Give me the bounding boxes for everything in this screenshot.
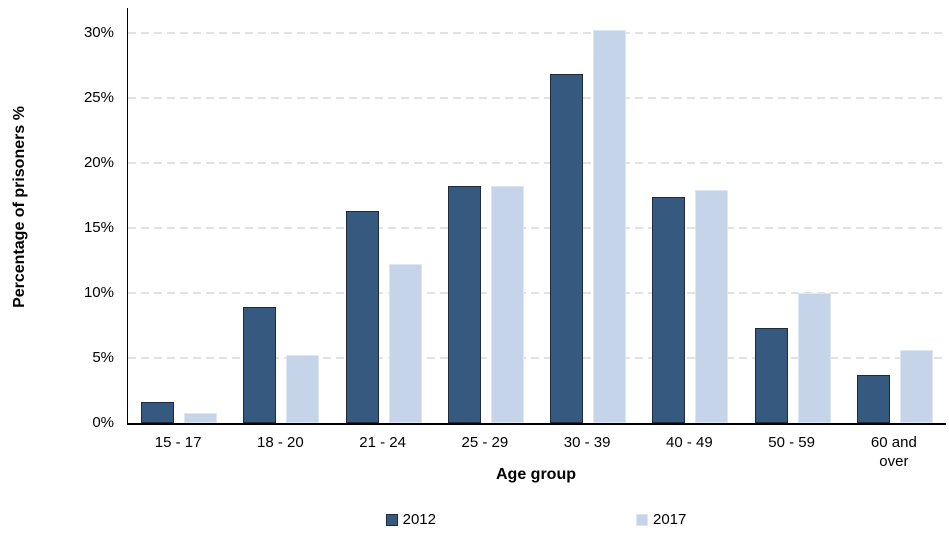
gridline-5 — [128, 356, 946, 359]
bar-group-40-49 — [639, 8, 741, 423]
x-tick-label-30-39: 30 - 39 — [536, 433, 638, 471]
bar-2017-15-17 — [184, 412, 218, 423]
gridline-10 — [128, 291, 946, 294]
bar-group-50-59 — [742, 8, 844, 423]
bar-group-21-24 — [333, 8, 435, 423]
bar-2017-18-20 — [286, 355, 320, 423]
y-tick-label-15: 15% — [83, 218, 114, 236]
x-tick-label-18-20: 18 - 20 — [229, 433, 331, 471]
legend-label-2017: 2017 — [653, 511, 687, 528]
bar-2017-25-29 — [490, 186, 524, 423]
bar-2017-30-39 — [593, 30, 627, 423]
x-tick-label-text: 21 - 24 — [359, 434, 406, 451]
bar-2012-40-49 — [652, 196, 686, 423]
x-tick-label-15-17: 15 - 17 — [127, 433, 229, 471]
gridline-30 — [128, 31, 946, 34]
plot-area: 0% 5% 10% 15% 20% 25% 30% — [84, 8, 946, 430]
gridline-25 — [128, 96, 946, 99]
bar-2012-21-24 — [345, 210, 379, 423]
x-axis-tick-labels: 15 - 17 18 - 20 21 - 24 25 - 29 30 - 39 40 - … — [127, 433, 945, 471]
bar-2012-25-29 — [447, 186, 481, 423]
x-tick-label-21-24: 21 - 24 — [332, 433, 434, 471]
x-tick-label-text: 50 - 59 — [768, 434, 815, 451]
legend-label-2012: 2012 — [402, 511, 436, 528]
bar-2017-60andover — [899, 350, 933, 423]
y-tick-label-0: 0% — [92, 414, 114, 431]
bar-2012-30-39 — [550, 74, 584, 423]
bar-2012-15-17 — [141, 402, 175, 423]
x-tick-label-60andover: 60 and over — [843, 433, 945, 471]
bar-group-60andover — [844, 8, 946, 423]
x-tick-label-text: 25 - 29 — [461, 434, 509, 451]
legend-item-2017: 2017 — [636, 511, 686, 528]
bar-group-15-17 — [128, 8, 230, 423]
x-tick-label-text: 15 - 17 — [154, 434, 202, 451]
y-axis-title: Percentage of prisoners % — [11, 106, 28, 308]
legend-item-2012: 2012 — [385, 511, 436, 528]
bar-group-18-20 — [230, 8, 332, 423]
y-tick-label-25: 25% — [83, 88, 114, 106]
x-axis-title: Age group — [496, 466, 576, 483]
bar-2012-18-20 — [243, 307, 277, 423]
bar-2017-21-24 — [388, 264, 422, 423]
legend-swatch-2012 — [385, 513, 398, 526]
bar-2017-50-59 — [797, 292, 831, 423]
x-tick-label-text: 40 - 49 — [666, 434, 713, 451]
bar-group-25-29 — [435, 8, 537, 423]
y-tick-label-20: 20% — [83, 153, 114, 171]
gridline-20 — [128, 161, 946, 164]
x-tick-label-text: 18 - 20 — [257, 434, 304, 451]
bar-2012-50-59 — [754, 328, 788, 423]
x-tick-label-25-29: 25 - 29 — [434, 433, 536, 471]
bar-group-30-39 — [537, 8, 639, 423]
bar-2017-40-49 — [695, 190, 729, 423]
y-tick-label-10: 10% — [83, 283, 114, 301]
bar-groups — [128, 8, 946, 423]
x-tick-label-50-59: 50 - 59 — [741, 433, 843, 471]
x-tick-label-text: 30 - 39 — [563, 434, 611, 451]
y-tick-label-30: 30% — [83, 23, 114, 41]
legend: 2012 2017 — [127, 511, 945, 528]
bar-2012-60andover — [856, 374, 890, 423]
y-tick-label-5: 5% — [92, 348, 114, 366]
gridline-15 — [128, 226, 946, 229]
legend-swatch-2017 — [636, 513, 648, 526]
x-tick-label-text: 60 and over — [870, 434, 917, 470]
x-tick-label-40-49: 40 - 49 — [638, 433, 740, 471]
